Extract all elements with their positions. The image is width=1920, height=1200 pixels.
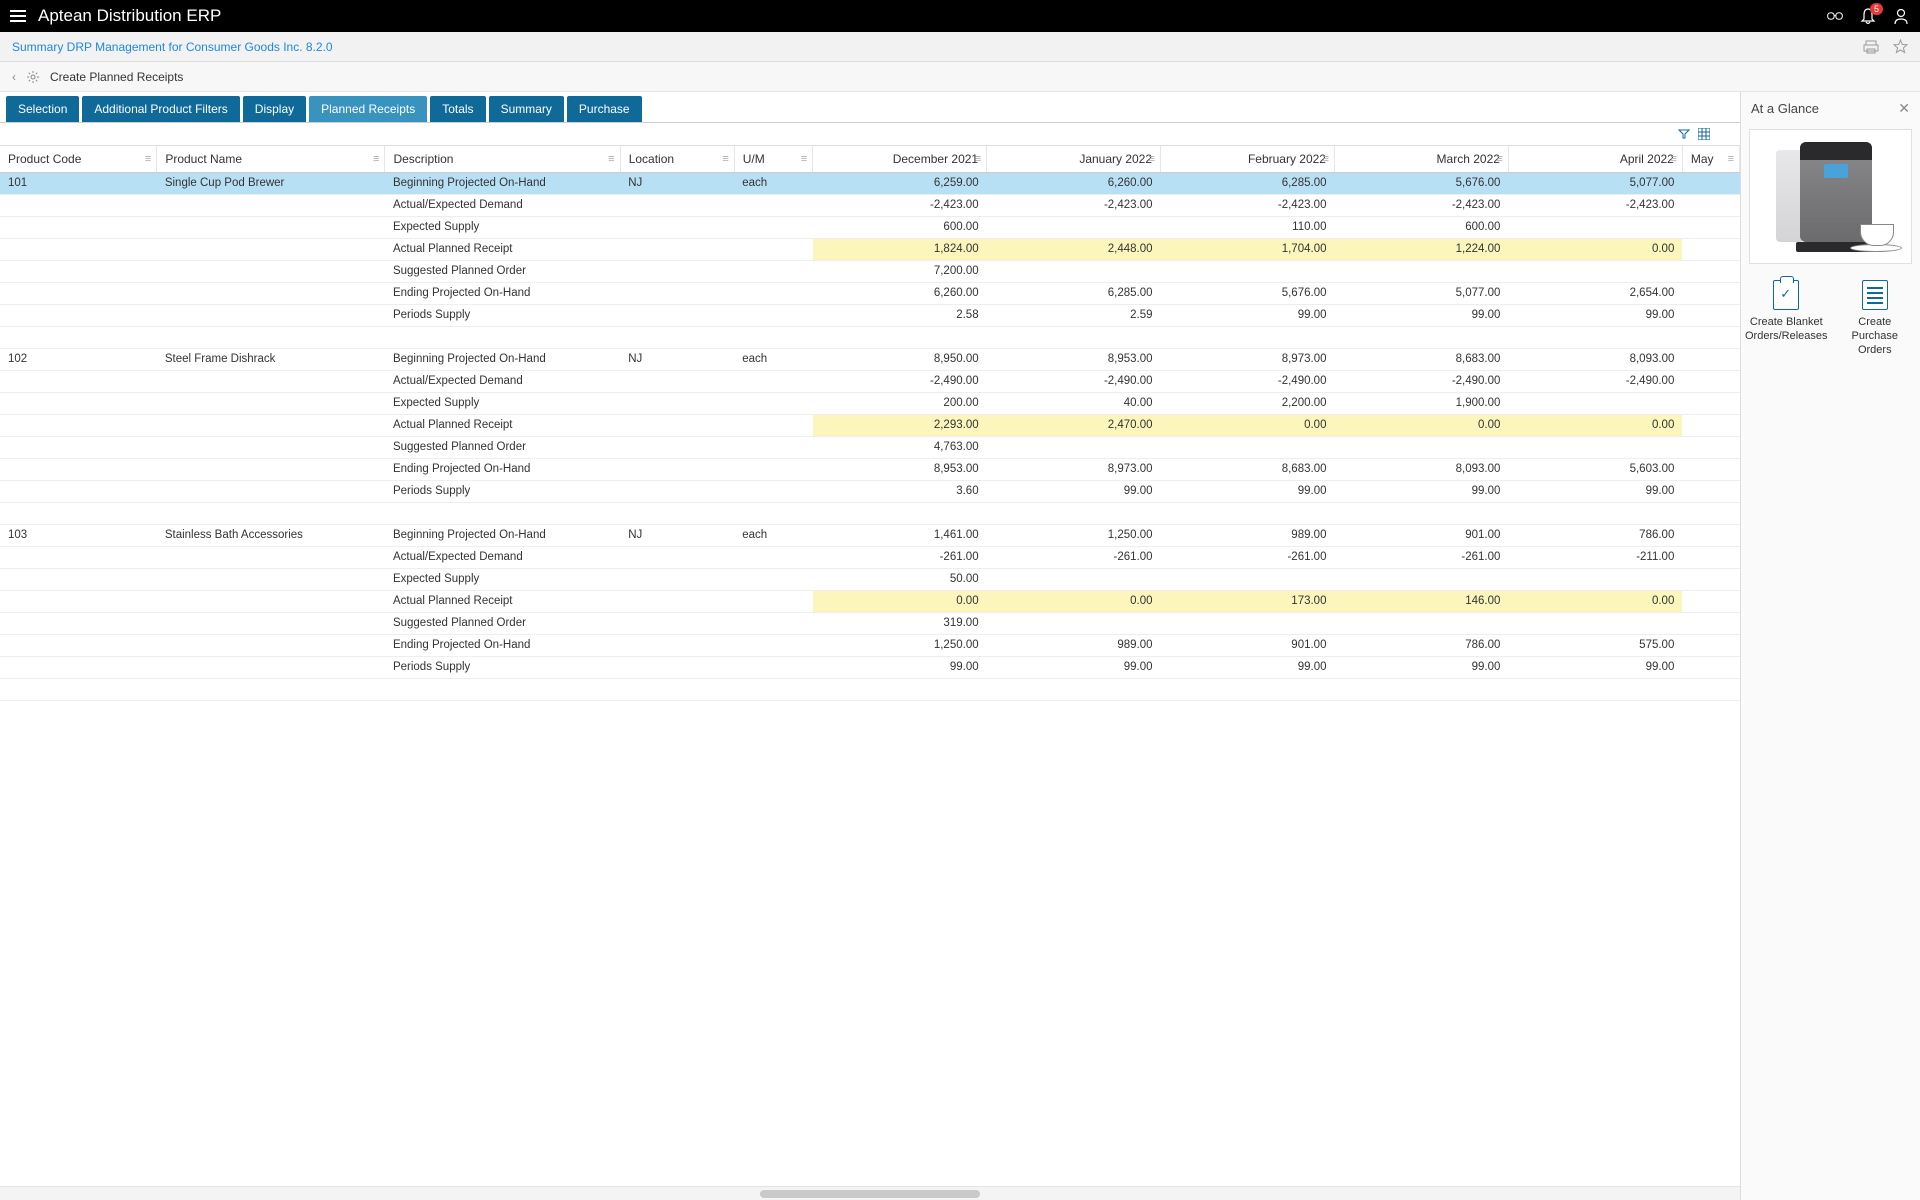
table-row[interactable]: 103Stainless Bath AccessoriesBeginning P…	[0, 524, 1740, 546]
table-row[interactable]: Expected Supply200.0040.002,200.001,900.…	[0, 392, 1740, 414]
table-row[interactable]: Expected Supply50.00	[0, 568, 1740, 590]
table-row[interactable]: Ending Projected On-Hand1,250.00989.0090…	[0, 634, 1740, 656]
notification-badge: 5	[1870, 3, 1883, 15]
spacer-row	[0, 678, 1740, 700]
table-row[interactable]: Expected Supply600.00110.00600.00	[0, 216, 1740, 238]
table-row[interactable]: Actual Planned Receipt1,824.002,448.001,…	[0, 238, 1740, 260]
table-row[interactable]: Suggested Planned Order4,763.00	[0, 436, 1740, 458]
table-row[interactable]: Suggested Planned Order319.00	[0, 612, 1740, 634]
table-row[interactable]: Actual/Expected Demand-261.00-261.00-261…	[0, 546, 1740, 568]
filter-icon[interactable]	[1678, 129, 1690, 139]
table-row[interactable]: Actual/Expected Demand-2,490.00-2,490.00…	[0, 370, 1740, 392]
table-row[interactable]: Periods Supply2.582.5999.0099.0099.00	[0, 304, 1740, 326]
column-header[interactable]: December 2021≡	[813, 146, 987, 172]
tab-planned-receipts[interactable]: Planned Receipts	[309, 96, 427, 122]
data-grid[interactable]: Product Code≡Product Name≡Description≡Lo…	[0, 145, 1740, 1186]
print-icon[interactable]	[1863, 40, 1879, 54]
subbar: Summary DRP Management for Consumer Good…	[0, 32, 1920, 62]
column-menu-icon[interactable]: ≡	[373, 153, 379, 165]
column-header[interactable]: Product Name≡	[157, 146, 385, 172]
side-panel: At a Glance ✕ Create Blanket Orders/Rele…	[1740, 92, 1920, 1200]
table-row[interactable]: 102Steel Frame DishrackBeginning Project…	[0, 348, 1740, 370]
create-purchase-orders-button[interactable]: Create Purchase Orders	[1834, 280, 1916, 357]
column-menu-icon[interactable]: ≡	[1497, 153, 1503, 165]
column-menu-icon[interactable]: ≡	[608, 153, 614, 165]
topbar: Aptean Distribution ERP 5	[0, 0, 1920, 32]
tab-display[interactable]: Display	[243, 96, 306, 122]
column-menu-icon[interactable]: ≡	[975, 153, 981, 165]
tab-totals[interactable]: Totals	[430, 96, 485, 122]
column-menu-icon[interactable]: ≡	[801, 153, 807, 165]
table-row[interactable]: Actual Planned Receipt0.000.00173.00146.…	[0, 590, 1740, 612]
tab-additional-product-filters[interactable]: Additional Product Filters	[82, 96, 239, 122]
side-panel-title: At a Glance	[1751, 101, 1819, 116]
tab-bar: SelectionAdditional Product FiltersDispl…	[0, 92, 1740, 123]
column-menu-icon[interactable]: ≡	[1670, 153, 1676, 165]
table-row[interactable]: Periods Supply3.6099.0099.0099.0099.00	[0, 480, 1740, 502]
column-header[interactable]: April 2022≡	[1508, 146, 1682, 172]
column-menu-icon[interactable]: ≡	[1323, 153, 1329, 165]
app-title: Aptean Distribution ERP	[38, 6, 221, 26]
table-row[interactable]: Suggested Planned Order7,200.00	[0, 260, 1740, 282]
back-icon[interactable]: ‹	[12, 70, 16, 84]
column-menu-icon[interactable]: ≡	[145, 153, 151, 165]
grid-icon[interactable]	[1698, 128, 1710, 140]
spacer-row	[0, 326, 1740, 348]
spacer-row	[0, 502, 1740, 524]
glasses-icon[interactable]	[1826, 7, 1844, 25]
column-header[interactable]: U/M≡	[734, 146, 812, 172]
clipboard-check-icon	[1773, 280, 1799, 310]
user-icon[interactable]	[1892, 7, 1910, 25]
tab-selection[interactable]: Selection	[6, 96, 79, 122]
column-menu-icon[interactable]: ≡	[722, 153, 728, 165]
column-header[interactable]: Location≡	[620, 146, 734, 172]
column-header[interactable]: Description≡	[385, 146, 620, 172]
table-row[interactable]: Actual/Expected Demand-2,423.00-2,423.00…	[0, 194, 1740, 216]
page-header: ‹ Create Planned Receipts	[0, 62, 1920, 92]
grid-toolbar	[0, 123, 1740, 145]
document-icon	[1862, 280, 1888, 310]
gear-icon[interactable]	[26, 70, 40, 84]
close-icon[interactable]: ✕	[1898, 100, 1910, 117]
table-row[interactable]: Ending Projected On-Hand8,953.008,973.00…	[0, 458, 1740, 480]
breadcrumb[interactable]: Summary DRP Management for Consumer Good…	[12, 40, 333, 54]
page-title: Create Planned Receipts	[50, 70, 183, 84]
tab-summary[interactable]: Summary	[489, 96, 564, 122]
column-header[interactable]: January 2022≡	[987, 146, 1161, 172]
table-row[interactable]: Ending Projected On-Hand6,260.006,285.00…	[0, 282, 1740, 304]
column-header[interactable]: May≡	[1682, 146, 1739, 172]
column-menu-icon[interactable]: ≡	[1728, 153, 1734, 165]
table-row[interactable]: Actual Planned Receipt2,293.002,470.000.…	[0, 414, 1740, 436]
column-header[interactable]: February 2022≡	[1161, 146, 1335, 172]
action-label: Create Purchase Orders	[1834, 316, 1916, 357]
column-header[interactable]: March 2022≡	[1334, 146, 1508, 172]
star-icon[interactable]	[1893, 39, 1908, 54]
table-row[interactable]: 101Single Cup Pod BrewerBeginning Projec…	[0, 172, 1740, 194]
create-blanket-orders-button[interactable]: Create Blanket Orders/Releases	[1745, 280, 1828, 357]
bell-icon[interactable]: 5	[1859, 7, 1877, 25]
action-label: Create Blanket Orders/Releases	[1745, 316, 1828, 344]
tab-purchase[interactable]: Purchase	[567, 96, 642, 122]
column-menu-icon[interactable]: ≡	[1149, 153, 1155, 165]
product-image	[1749, 129, 1912, 264]
menu-icon[interactable]	[10, 10, 26, 22]
column-header[interactable]: Product Code≡	[0, 146, 157, 172]
table-row[interactable]: Periods Supply99.0099.0099.0099.0099.00	[0, 656, 1740, 678]
horizontal-scrollbar[interactable]	[0, 1186, 1740, 1200]
